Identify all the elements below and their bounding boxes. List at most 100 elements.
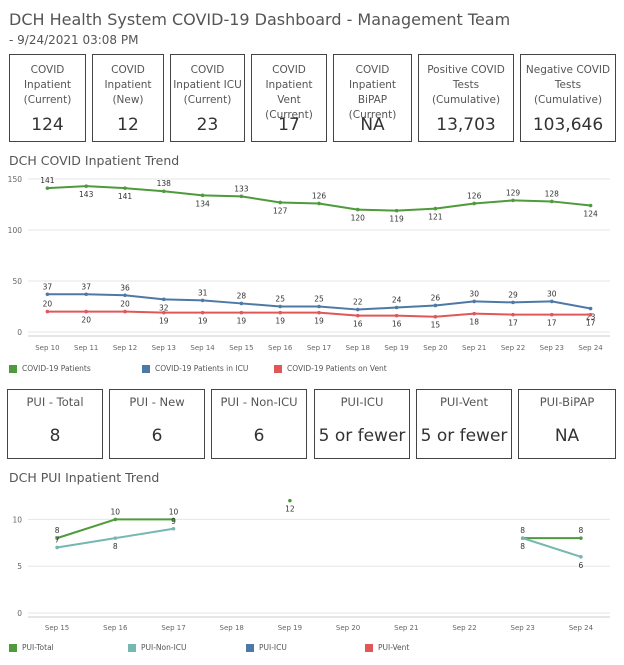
legend-label: COVID-19 Patients in ICU xyxy=(155,364,249,373)
series-line-segment xyxy=(162,298,204,302)
kpi-label: PUI-BiPAP xyxy=(539,395,595,409)
legend-label: PUI-Vent xyxy=(378,643,410,652)
data-label: 143 xyxy=(79,190,94,199)
data-point xyxy=(200,310,205,315)
kpi-value: 5 or fewer xyxy=(318,426,406,446)
series-line-segment xyxy=(434,202,476,210)
data-point xyxy=(45,309,50,314)
data-label: 19 xyxy=(159,317,169,326)
series-line-segment xyxy=(124,310,165,314)
data-label: 10 xyxy=(111,507,121,516)
x-tick-label: Sep 19 xyxy=(384,344,408,352)
kpi-inpatient-bipap: COVID Inpatient BiPAP (Current) NA xyxy=(333,54,412,142)
series-line-segment xyxy=(201,194,243,198)
data-point xyxy=(356,307,360,312)
data-label: 15 xyxy=(431,321,441,330)
data-label: 6 xyxy=(579,561,584,570)
data-point xyxy=(317,201,321,206)
series-line-segment xyxy=(550,300,592,310)
kpi-positive-tests: Positive COVID Tests (Cumulative) 13,703 xyxy=(418,54,514,142)
kpi-value: NA xyxy=(554,426,580,446)
data-label: 24 xyxy=(392,296,402,305)
legend-swatch xyxy=(142,364,150,373)
data-label: 120 xyxy=(351,214,366,223)
series-line-segment xyxy=(550,200,592,207)
data-label: 119 xyxy=(389,215,404,224)
series-line-segment xyxy=(85,293,126,297)
data-point xyxy=(288,498,292,503)
y-tick-label: 10 xyxy=(12,515,22,524)
kpi-value: 124 xyxy=(31,115,64,135)
series-line-segment xyxy=(521,537,582,558)
x-tick-label: Sep 20 xyxy=(423,344,447,352)
data-point xyxy=(55,536,59,540)
series-line-segment xyxy=(56,537,117,549)
data-point xyxy=(84,292,88,297)
data-point xyxy=(317,304,321,309)
data-label: 138 xyxy=(157,179,172,188)
kpi-pui-vent: PUI-Vent 5 or fewer xyxy=(416,389,512,459)
kpi-value: 5 or fewer xyxy=(420,426,508,446)
x-tick-label: Sep 21 xyxy=(394,624,418,632)
data-label: 134 xyxy=(195,199,210,208)
data-point xyxy=(579,555,583,559)
data-point xyxy=(472,299,477,304)
x-tick-label: Sep 16 xyxy=(103,624,128,632)
kpi-negative-tests: Negative COVID Tests (Cumulative) 103,64… xyxy=(520,54,616,142)
data-point xyxy=(550,299,554,304)
data-label: 121 xyxy=(428,213,443,222)
data-label: 28 xyxy=(237,291,247,300)
data-point xyxy=(394,208,399,213)
data-point xyxy=(123,309,127,314)
data-point xyxy=(162,189,166,194)
kpi-label: Negative COVID Tests (Cumulative) xyxy=(525,64,611,106)
kpi-label: COVID Inpatient (Current) xyxy=(23,64,72,106)
data-label: 16 xyxy=(392,320,402,329)
series-line-segment xyxy=(201,299,243,305)
data-label: 141 xyxy=(118,192,133,201)
data-label: 18 xyxy=(469,318,479,327)
legend-swatch xyxy=(128,643,136,652)
data-label: 8 xyxy=(55,526,60,535)
data-label: 23 xyxy=(586,313,596,322)
x-tick-label: Sep 18 xyxy=(346,344,370,352)
legend-swatch xyxy=(274,364,282,373)
data-point xyxy=(588,312,593,317)
data-label: 8 xyxy=(520,526,525,535)
data-label: 32 xyxy=(159,303,169,312)
series-line-segment xyxy=(512,199,553,203)
x-tick-label: Sep 23 xyxy=(511,624,535,632)
data-point xyxy=(84,309,88,314)
legend-covid-patients: COVID-19 Patients xyxy=(9,364,91,373)
series-line-segment xyxy=(162,190,204,197)
data-point xyxy=(123,293,127,298)
series-line-segment xyxy=(434,300,476,307)
series-line-segment xyxy=(240,195,282,204)
data-point xyxy=(433,314,438,319)
kpi-value: 13,703 xyxy=(436,115,496,135)
kpi-label: PUI - Total xyxy=(26,395,84,409)
x-tick-label: Sep 24 xyxy=(569,624,594,632)
series-line-segment xyxy=(356,208,398,212)
series-line-segment xyxy=(56,518,117,540)
data-point xyxy=(588,306,593,311)
legend-label: PUI-Non-ICU xyxy=(141,643,187,652)
data-label: 19 xyxy=(198,317,208,326)
series-line-segment xyxy=(318,311,359,317)
data-point xyxy=(433,303,438,308)
series-line-segment xyxy=(85,185,126,190)
x-tick-label: Sep 10 xyxy=(35,344,59,352)
kpi-value: 6 xyxy=(253,426,265,446)
data-label: 20 xyxy=(43,300,53,309)
kpi-value: 17 xyxy=(278,115,300,135)
data-point xyxy=(550,312,554,317)
x-tick-label: Sep 12 xyxy=(113,344,137,352)
series-line-segment xyxy=(473,199,514,205)
data-label: 128 xyxy=(545,189,560,198)
data-label: 37 xyxy=(81,282,91,291)
x-tick-label: Sep 16 xyxy=(268,344,293,352)
x-tick-label: Sep 19 xyxy=(278,624,302,632)
data-label: 8 xyxy=(579,526,584,535)
kpi-label: COVID Inpatient ICU (Current) xyxy=(173,64,242,106)
data-point xyxy=(356,313,360,318)
